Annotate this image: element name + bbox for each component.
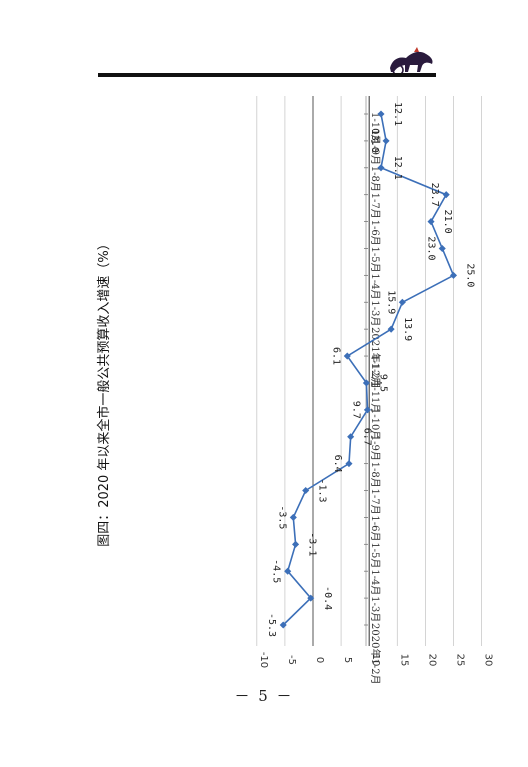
- data-point: [387, 325, 395, 333]
- data-label: 23.0: [425, 236, 436, 260]
- data-label: -3.1: [307, 532, 318, 556]
- value-tick-label: 30: [483, 654, 494, 667]
- category-tick-label: 1-5月: [369, 246, 381, 272]
- data-label: 23.7: [429, 183, 440, 207]
- data-label: 6.7: [362, 428, 373, 446]
- category-tick-label: 1-8月: [369, 462, 381, 488]
- value-tick-label: 15: [398, 654, 409, 667]
- data-point: [382, 137, 390, 145]
- category-tick-label: 1-12月: [369, 354, 381, 386]
- category-tick-label: 1-3月: [369, 300, 381, 326]
- data-label: 9.7: [351, 401, 362, 419]
- category-tick-label: 1-7月: [369, 193, 381, 219]
- category-tick-label: 2020年1-2月: [369, 623, 382, 685]
- data-point: [307, 594, 315, 602]
- data-label: 9.5: [377, 374, 388, 392]
- data-label: -1.3: [317, 478, 328, 502]
- value-tick-label: 0: [314, 657, 325, 663]
- data-label: 12.1: [392, 102, 403, 126]
- category-tick-label: 1-6月: [369, 220, 381, 246]
- data-label: -3.5: [276, 505, 287, 529]
- data-label: 13.0: [369, 129, 380, 153]
- data-label: 15.9: [385, 290, 396, 314]
- data-label: -0.4: [322, 586, 333, 610]
- data-point: [345, 460, 353, 468]
- category-tick-label: 1-3月: [369, 596, 381, 622]
- data-point: [427, 218, 435, 226]
- category-tick-label: 2021年1-2月: [369, 327, 382, 389]
- series-line: [282, 113, 455, 626]
- chart-title: 图四：2020 年以来全市一般公共预算收入增速（%）: [96, 237, 112, 547]
- value-tick-label: 10: [370, 654, 381, 667]
- value-tick-label: -5: [286, 655, 297, 665]
- category-tick-label: 1-8月: [369, 166, 381, 192]
- category-tick-label: 1-4月: [369, 273, 381, 299]
- category-tick-label: 1-9月: [369, 435, 381, 461]
- value-tick-label: -10: [258, 652, 269, 668]
- value-tick-label: 20: [426, 654, 437, 667]
- category-tick-label: 1-11月: [369, 381, 381, 413]
- category-tick-label: 1-9月: [369, 139, 381, 165]
- data-point: [302, 486, 310, 495]
- data-label: 12.1: [392, 156, 403, 180]
- data-point: [398, 298, 406, 306]
- data-label: -5.3: [266, 613, 277, 637]
- data-point: [377, 164, 385, 172]
- page-number: － 5 －: [234, 687, 294, 705]
- data-point: [362, 379, 370, 387]
- category-tick-label: 1-5月: [369, 542, 381, 568]
- data-point: [363, 406, 372, 414]
- value-tick-label: 25: [455, 654, 466, 667]
- data-label: 6.4: [332, 455, 343, 473]
- data-point: [279, 621, 287, 629]
- data-point: [449, 271, 458, 279]
- data-point: [377, 110, 385, 118]
- value-tick-label: 5: [342, 657, 353, 663]
- header-rule: [98, 73, 436, 77]
- data-point: [442, 191, 450, 199]
- data-point: [289, 513, 297, 521]
- data-label: -4.5: [271, 559, 282, 583]
- data-point: [284, 567, 292, 575]
- data-point: [438, 244, 446, 253]
- category-tick-label: 1-7月: [369, 489, 381, 515]
- data-point: [343, 352, 351, 360]
- category-tick-label: 1-6月: [369, 515, 381, 541]
- category-tick-label: 1-4月: [369, 569, 381, 595]
- category-tick-label: 1-10月: [369, 112, 381, 144]
- data-point: [347, 433, 355, 441]
- data-label: 21.0: [442, 210, 453, 234]
- data-label: 25.0: [465, 263, 476, 287]
- data-label: 13.9: [402, 317, 413, 341]
- data-point: [292, 540, 300, 548]
- data-label: 6.1: [330, 347, 341, 365]
- category-tick-label: 1-10月: [369, 408, 381, 440]
